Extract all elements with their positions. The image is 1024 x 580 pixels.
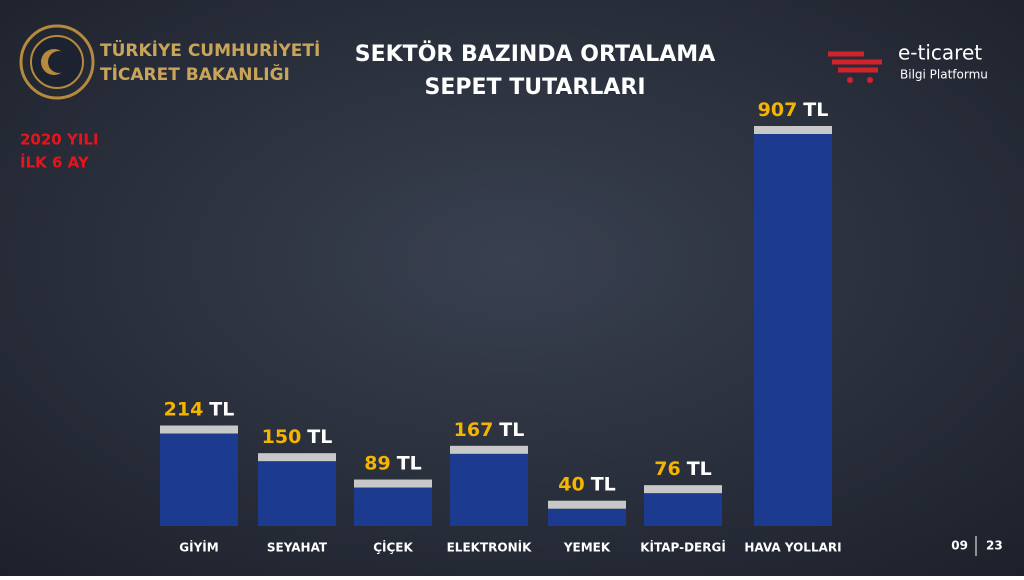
category-label: HAVA YOLLARI — [744, 541, 841, 555]
logo-subtext: Bilgi Platformu — [900, 68, 988, 82]
value-number: 907 — [758, 99, 798, 121]
value-unit: TL — [397, 452, 422, 474]
value-label: 167 TL — [454, 418, 525, 440]
period: 2020 YILI — [20, 131, 99, 149]
value-label: 214 TL — [164, 398, 235, 420]
ministry-logo — [19, 24, 95, 100]
logo-text: e-ticaret — [898, 41, 982, 65]
category-label: SEYAHAT — [267, 541, 328, 555]
value-unit: TL — [499, 418, 524, 440]
category-label: ÇİÇEK — [373, 540, 413, 555]
page-number: 09 — [951, 539, 968, 553]
value-label: 907 TL — [758, 99, 829, 121]
eticaret-logo — [828, 51, 882, 83]
bar-cap — [160, 425, 238, 434]
page-total: 23 — [986, 539, 1003, 553]
value-label: 150 TL — [262, 426, 333, 448]
bar — [548, 508, 626, 526]
period: İLK 6 AY — [20, 153, 90, 172]
chart-title: SEPET TUTARLARI — [425, 75, 646, 100]
bar — [644, 493, 722, 526]
value-number: 150 — [262, 426, 302, 448]
value-number: 76 — [654, 458, 680, 480]
value-unit: TL — [803, 99, 828, 121]
bar — [354, 487, 432, 526]
category-label: YEMEK — [563, 541, 611, 555]
value-number: 89 — [364, 452, 390, 474]
category-label: ELEKTRONİK — [447, 540, 532, 555]
ministry-name: TİCARET BAKANLIĞI — [100, 63, 290, 85]
value-number: 167 — [454, 418, 494, 440]
ministry-name: TÜRKİYE CUMHURİYETİ — [100, 39, 320, 61]
bar-cap — [644, 485, 722, 494]
bar-cap — [354, 479, 432, 488]
value-number: 214 — [164, 398, 204, 420]
category-label: GİYİM — [179, 540, 218, 555]
value-unit: TL — [591, 473, 616, 495]
value-unit: TL — [307, 426, 332, 448]
bar-cap — [548, 500, 626, 509]
bar — [754, 134, 832, 526]
value-label: 40 TL — [558, 473, 616, 495]
bar — [160, 433, 238, 526]
value-unit: TL — [687, 458, 712, 480]
bar-cap — [754, 126, 832, 134]
bar — [258, 461, 336, 526]
category-label: KİTAP-DERGİ — [640, 540, 726, 555]
bar-cap — [258, 453, 336, 462]
value-label: 76 TL — [654, 458, 712, 480]
bar — [450, 453, 528, 526]
value-unit: TL — [209, 398, 234, 420]
bar-cap — [450, 445, 528, 454]
value-number: 40 — [558, 473, 584, 495]
chart-title: SEKTÖR BAZINDA ORTALAMA — [355, 41, 715, 67]
value-label: 89 TL — [364, 452, 422, 474]
